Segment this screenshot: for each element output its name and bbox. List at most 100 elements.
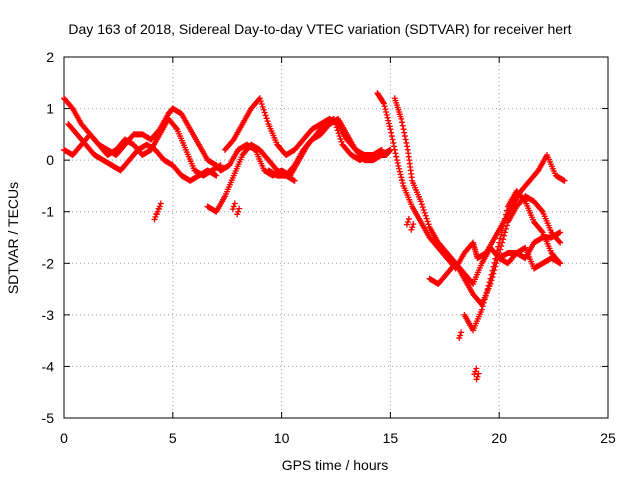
- data-point: [399, 180, 406, 187]
- data-point: [386, 123, 393, 130]
- data-point: [391, 146, 398, 153]
- data-point: [403, 221, 410, 228]
- x-tick-label: 15: [383, 430, 399, 446]
- data-point: [481, 296, 488, 303]
- data-point: [396, 165, 403, 172]
- tick-labels: 0 5 10 15 20 25 -5 -4 -3 -2 -1 0 1 2: [42, 49, 616, 446]
- data-point: [503, 222, 510, 229]
- data-point: [331, 118, 338, 125]
- data-point: [231, 200, 238, 207]
- data-point: [502, 211, 509, 218]
- data-point: [397, 171, 404, 178]
- data-point: [496, 239, 503, 246]
- data-point: [384, 114, 391, 121]
- y-tick-label: -3: [42, 307, 55, 323]
- y-tick-label: -4: [42, 358, 55, 374]
- data-point: [458, 329, 465, 336]
- data-point: [494, 247, 501, 254]
- data-point: [393, 157, 400, 164]
- data-point: [399, 119, 406, 126]
- data-point: [501, 219, 508, 226]
- data-point: [385, 120, 392, 127]
- data-point: [484, 286, 491, 293]
- data-point: [488, 271, 495, 278]
- data-point: [394, 160, 401, 167]
- y-tick-label: -1: [42, 204, 55, 220]
- data-point: [403, 139, 410, 146]
- data-point: [337, 135, 344, 142]
- data-point: [336, 133, 343, 140]
- x-tick-label: 10: [274, 430, 290, 446]
- data-point: [482, 292, 489, 299]
- data-point: [264, 118, 271, 125]
- data-point: [401, 133, 408, 140]
- data-point: [392, 150, 399, 157]
- data-point: [256, 95, 263, 102]
- data-point: [487, 275, 494, 282]
- data-point: [387, 126, 394, 133]
- data-point: [485, 282, 492, 289]
- data-point: [538, 207, 545, 214]
- data-point: [399, 177, 406, 184]
- data-point: [396, 168, 403, 175]
- data-point: [473, 365, 480, 372]
- data-point: [500, 223, 507, 230]
- data-point: [390, 139, 397, 146]
- y-tick-label: 1: [46, 101, 54, 117]
- data-point: [383, 111, 390, 118]
- data-point: [393, 153, 400, 160]
- data-point: [263, 115, 270, 122]
- data-point: [404, 143, 411, 150]
- data-point: [478, 306, 485, 313]
- data-point: [425, 221, 432, 228]
- plot-frame: [63, 56, 609, 419]
- data-point: [480, 299, 487, 306]
- data-point: [423, 215, 430, 222]
- axis-ticks: [63, 56, 609, 419]
- data-point: [490, 263, 497, 270]
- data-point: [391, 143, 398, 150]
- data-point: [410, 221, 417, 228]
- x-tick-label: 25: [600, 430, 616, 446]
- data-point: [257, 98, 264, 105]
- data-point: [489, 267, 496, 274]
- x-tick-label: 5: [169, 430, 177, 446]
- x-tick-label: 0: [60, 430, 68, 446]
- data-point: [483, 289, 490, 296]
- data-point: [229, 206, 236, 213]
- data-point: [335, 130, 342, 137]
- data-point: [338, 138, 345, 145]
- data-point: [333, 124, 340, 131]
- data-point: [499, 227, 506, 234]
- data-point: [538, 228, 545, 235]
- data-point: [503, 207, 510, 214]
- data-point: [424, 218, 431, 225]
- data-point: [408, 226, 415, 233]
- data-point: [380, 100, 387, 107]
- data-point: [400, 126, 407, 133]
- chart-title: Day 163 of 2018, Sidereal Day-to-day VTE…: [68, 21, 571, 37]
- data-point: [385, 117, 392, 124]
- data-point: [380, 99, 387, 106]
- x-tick-label: 20: [491, 430, 507, 446]
- x-axis-label: GPS time / hours: [282, 457, 389, 473]
- data-point: [421, 209, 428, 216]
- data-point: [153, 211, 160, 218]
- data-point: [557, 239, 564, 246]
- data-point: [557, 260, 564, 267]
- data-point: [151, 216, 158, 223]
- data-point: [422, 212, 429, 219]
- data-point: [258, 100, 265, 107]
- y-axis-label: SDTVAR / TECUs: [5, 182, 21, 294]
- data-point: [502, 215, 509, 222]
- data-point: [261, 109, 268, 116]
- data-point: [260, 106, 267, 113]
- data-point: [330, 115, 337, 122]
- data-point: [262, 112, 269, 119]
- data-point: [398, 174, 405, 181]
- data-point: [378, 146, 385, 153]
- data-point: [475, 370, 482, 377]
- y-tick-label: 0: [46, 152, 54, 168]
- data-point: [402, 136, 409, 143]
- data-point: [173, 125, 180, 132]
